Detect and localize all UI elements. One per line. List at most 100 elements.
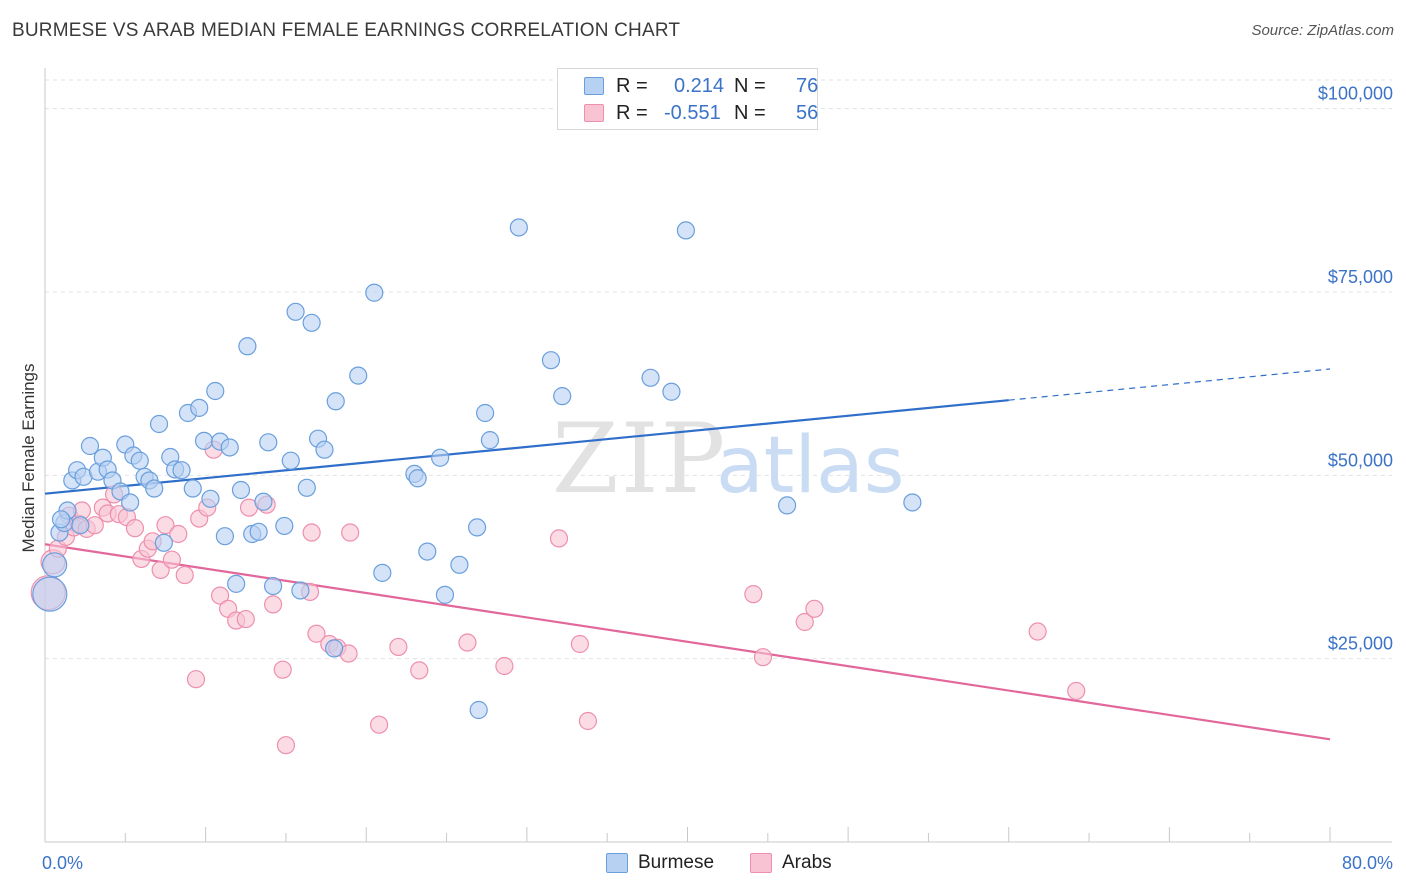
y-tick-label: $75,000: [1328, 267, 1393, 287]
burmese-point: [80, 436, 100, 456]
watermark: ZIP atlas: [552, 403, 905, 515]
y-tick-label: $25,000: [1328, 634, 1393, 654]
gridlines: [45, 79, 1392, 660]
burmese-point: [254, 492, 273, 511]
arab-point: [341, 523, 360, 542]
r-label: R =: [616, 75, 648, 97]
burmese-point: [297, 478, 316, 497]
burmese-point: [469, 700, 488, 720]
arab-point: [186, 670, 206, 689]
arab-point: [263, 595, 283, 614]
burmese-point: [476, 403, 495, 423]
arab-point: [151, 560, 170, 580]
burmese-point: [480, 431, 500, 450]
arabs-swatch: [584, 104, 604, 122]
burmese-point: [249, 522, 268, 541]
burmese-point: [121, 493, 140, 512]
correlation-legend: R = 0.214 N = 76 R = -0.551 N = 56: [557, 68, 818, 130]
burmese-point: [315, 440, 334, 459]
burmese-point: [32, 576, 68, 612]
arab-point: [276, 736, 296, 755]
burmese-point: [286, 302, 305, 321]
watermark-zip: ZIP: [552, 403, 727, 515]
burmese-point: [154, 533, 173, 552]
arabs-legend-label: Arabs: [782, 852, 832, 873]
burmese-point: [259, 433, 278, 452]
burmese-swatch: [606, 853, 628, 873]
burmese-swatch: [584, 77, 604, 95]
burmese-point: [227, 574, 246, 593]
arab-point: [578, 711, 598, 731]
burmese-point: [172, 461, 191, 480]
burmese-point: [206, 381, 225, 401]
arab-point: [1067, 681, 1086, 701]
arab-point: [169, 524, 188, 544]
burmese-point: [220, 438, 239, 457]
burmese-point: [201, 489, 220, 508]
arab-point: [458, 633, 477, 652]
burmese-point: [662, 382, 681, 401]
burmese-point: [149, 414, 169, 434]
arab-point: [370, 715, 389, 734]
r-label: R =: [616, 102, 648, 124]
arabs-swatch: [750, 853, 772, 873]
arab-point: [1028, 622, 1047, 641]
burmese-point: [431, 448, 450, 467]
burmese-point: [281, 451, 300, 470]
burmese-point: [302, 313, 321, 332]
burmese-point: [408, 469, 427, 488]
burmese-points: [32, 218, 922, 720]
burmese-point: [190, 398, 209, 417]
burmese-trend-extension: [1008, 368, 1331, 401]
burmese-point: [373, 563, 392, 582]
burmese-n-value: 76: [796, 75, 819, 97]
arabs-r-value: -0.551: [664, 102, 721, 124]
arab-point: [795, 612, 814, 632]
burmese-point: [51, 510, 71, 529]
burmese-point: [541, 351, 561, 370]
arab-point: [156, 516, 175, 535]
burmese-point: [215, 527, 234, 546]
trend-lines: [44, 368, 1331, 741]
burmese-point: [467, 518, 487, 537]
source-label: Source: ZipAtlas.com: [1251, 22, 1394, 39]
burmese-point: [903, 493, 922, 512]
x-tick-label-right: 80.0%: [1342, 853, 1393, 873]
arab-point: [495, 656, 514, 676]
arab-point: [805, 599, 824, 618]
burmese-point: [238, 337, 257, 356]
arab-trend-line: [44, 543, 1331, 741]
arab-point: [175, 565, 194, 585]
burmese-trend-line: [44, 399, 1009, 495]
burmese-point: [275, 516, 294, 536]
burmese-point: [641, 368, 660, 387]
n-label: N =: [734, 75, 766, 97]
y-tick-label: $100,000: [1318, 84, 1393, 104]
y-axis-label: Median Female Earnings: [19, 364, 38, 553]
arab-point: [744, 585, 763, 604]
burmese-point: [349, 366, 368, 385]
arab-point: [753, 648, 773, 667]
burmese-point: [325, 639, 344, 658]
burmese-point: [450, 555, 469, 574]
burmese-point: [194, 431, 214, 450]
y-tick-label: $50,000: [1328, 450, 1393, 470]
burmese-legend-label: Burmese: [638, 852, 715, 873]
burmese-point: [130, 451, 149, 470]
arab-point: [389, 637, 408, 657]
watermark-atlas: atlas: [716, 421, 905, 511]
burmese-point: [42, 552, 68, 578]
burmese-point: [435, 585, 455, 604]
n-label: N =: [734, 102, 766, 124]
burmese-point: [71, 516, 90, 535]
arab-point: [302, 523, 321, 542]
burmese-point: [231, 480, 251, 500]
burmese-point: [418, 542, 437, 561]
arab-point: [162, 550, 181, 569]
burmese-point: [509, 218, 528, 237]
burmese-point: [263, 576, 283, 596]
burmese-point: [777, 496, 797, 515]
arab-point: [410, 661, 429, 680]
x-tick-label-left: 0.0%: [42, 853, 83, 873]
